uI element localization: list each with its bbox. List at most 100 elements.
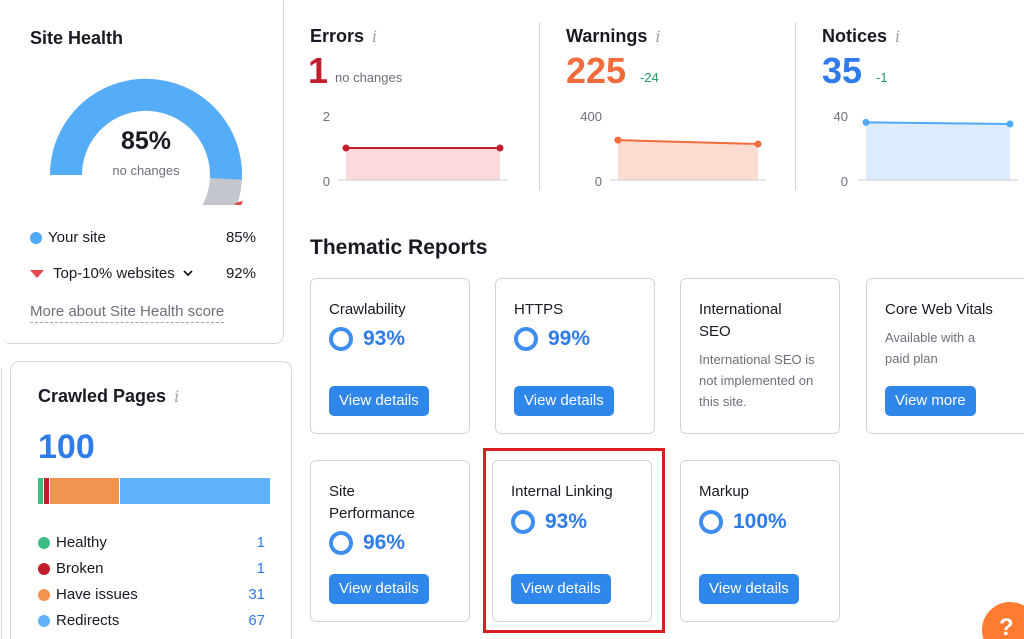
errors-value[interactable]: 1	[308, 50, 329, 91]
legend-your-site: Your site	[30, 229, 106, 246]
warnings-axis-min: 0	[594, 174, 602, 189]
notices-line	[865, 121, 1011, 125]
notices-title: Notices i	[822, 26, 900, 47]
stat-redirects: Redirects	[38, 612, 119, 629]
notices-title-text: Notices	[822, 26, 888, 46]
legend-top10-label: Top-10% websites	[53, 265, 175, 282]
report-score: 99%	[514, 327, 590, 351]
crawled-bar-segment-broken[interactable]	[44, 478, 49, 504]
stat-broken: Broken	[38, 560, 104, 577]
crawled-pages-title: Crawled Pages i	[38, 386, 179, 407]
crawled-pages-total[interactable]: 100	[38, 428, 95, 466]
errors-axis-max: 2	[322, 109, 330, 124]
crawled-pages-title-text: Crawled Pages	[38, 386, 167, 406]
report-score-value: 96%	[363, 531, 406, 554]
warnings-area	[618, 140, 758, 180]
score-ring-icon	[511, 510, 535, 534]
report-card-title: Crawlability	[329, 301, 406, 318]
stat-broken-label: Broken	[56, 560, 104, 577]
stat-healthy-value[interactable]: 1	[256, 534, 265, 551]
view-details-button[interactable]: View details	[329, 386, 429, 416]
errors-sparkline	[338, 144, 508, 181]
warnings-point	[754, 140, 762, 148]
top10-marker-icon	[234, 200, 243, 205]
notices-value[interactable]: 35	[822, 50, 863, 91]
stat-redirects-value[interactable]: 67	[248, 612, 265, 629]
crawled-bar-segment-healthy[interactable]	[38, 478, 43, 504]
broken-dot-icon	[38, 562, 50, 575]
notices-axis-min: 0	[840, 174, 848, 189]
site-health-title: Site Health	[30, 28, 124, 48]
have-issues-dot-icon	[38, 588, 50, 601]
legend-top10-value: 92%	[225, 265, 256, 282]
warnings-title-text: Warnings	[566, 26, 648, 46]
legend-top10[interactable]: Top-10% websites	[30, 265, 195, 282]
warnings-point	[614, 136, 622, 144]
report-card-core-web-vitals[interactable]: Core Web Vitals Available with a paid pl…	[866, 278, 1024, 434]
score-ring-icon	[514, 327, 538, 351]
report-card-description: International SEO is not implemented on …	[699, 352, 815, 409]
errors-axis-min: 0	[322, 174, 330, 189]
report-card-title: Markup	[699, 483, 750, 500]
site-health-score: 85%	[120, 127, 172, 155]
score-ring-icon	[699, 510, 723, 534]
report-card-title: Core Web Vitals	[885, 301, 993, 318]
info-icon[interactable]: i	[372, 27, 378, 46]
warnings-value[interactable]: 225	[566, 50, 627, 91]
legend-your-site-label: Your site	[48, 229, 106, 246]
score-ring-icon	[329, 327, 353, 351]
report-score-value: 93%	[363, 327, 406, 350]
report-card-markup[interactable]: Markup 100% View details	[680, 460, 840, 622]
legend-your-site-value: 85%	[225, 229, 256, 246]
info-icon[interactable]: i	[655, 27, 661, 46]
report-card-title: Internal Linking	[511, 483, 613, 500]
notices-sparkline	[858, 118, 1018, 181]
thematic-reports-title: Thematic Reports	[310, 236, 488, 259]
info-icon[interactable]: i	[895, 27, 901, 46]
report-card-https[interactable]: HTTPS 99% View details	[495, 278, 655, 434]
errors-title-text: Errors	[310, 26, 365, 46]
warnings-title: Warnings i	[566, 26, 660, 47]
site-health-card: Site Health 85% no changes Your site 85%…	[2, 0, 284, 344]
notices-axis-max: 40	[833, 109, 848, 124]
view-more-button[interactable]: View more	[885, 386, 976, 416]
report-score-value: 93%	[545, 510, 588, 533]
warnings-line	[617, 139, 759, 145]
healthy-dot-icon	[38, 536, 50, 549]
report-card-international-seo[interactable]: International SEO International SEO is n…	[680, 278, 840, 434]
top10-triangle-icon	[30, 269, 44, 278]
notices-delta: -1	[876, 70, 888, 85]
view-details-button[interactable]: View details	[699, 574, 799, 604]
report-card-title: HTTPS	[514, 301, 564, 318]
errors-point	[342, 144, 350, 152]
report-card-site-performance[interactable]: Site Performance 96% View details	[310, 460, 470, 622]
your-site-dot-icon	[30, 231, 42, 244]
view-details-button[interactable]: View details	[514, 386, 614, 416]
stat-have-issues-value[interactable]: 31	[248, 586, 265, 603]
view-details-button[interactable]: View details	[329, 574, 429, 604]
report-card-internal-linking[interactable]: Internal Linking 93% View details	[492, 460, 652, 622]
report-score: 93%	[511, 510, 587, 534]
errors-title: Errors i	[310, 26, 377, 47]
errors-point	[496, 144, 504, 152]
stat-redirects-label: Redirects	[56, 612, 120, 629]
errors-area	[346, 148, 500, 180]
report-card-description: Available with a paid plan	[885, 330, 976, 366]
notices-point	[862, 118, 870, 126]
info-icon[interactable]: i	[174, 387, 180, 406]
chevron-down-icon[interactable]	[181, 269, 195, 279]
highlight-box	[483, 448, 665, 633]
redirects-dot-icon	[38, 614, 50, 627]
warnings-delta: -24	[640, 70, 659, 85]
report-card-crawlability[interactable]: Crawlability 93% View details	[310, 278, 470, 434]
report-score: 100%	[699, 510, 787, 534]
crawled-bar-segment-redirects[interactable]	[120, 478, 271, 504]
view-details-button[interactable]: View details	[511, 574, 611, 604]
report-score: 96%	[329, 531, 405, 555]
score-ring-icon	[329, 531, 353, 555]
report-card-title: International SEO	[699, 301, 782, 340]
crawled-bar-segment-have-issues[interactable]	[50, 478, 120, 504]
more-about-site-health-link[interactable]: More about Site Health score	[30, 303, 225, 323]
stat-broken-value[interactable]: 1	[256, 560, 265, 577]
help-button[interactable]: ?	[982, 602, 1024, 639]
